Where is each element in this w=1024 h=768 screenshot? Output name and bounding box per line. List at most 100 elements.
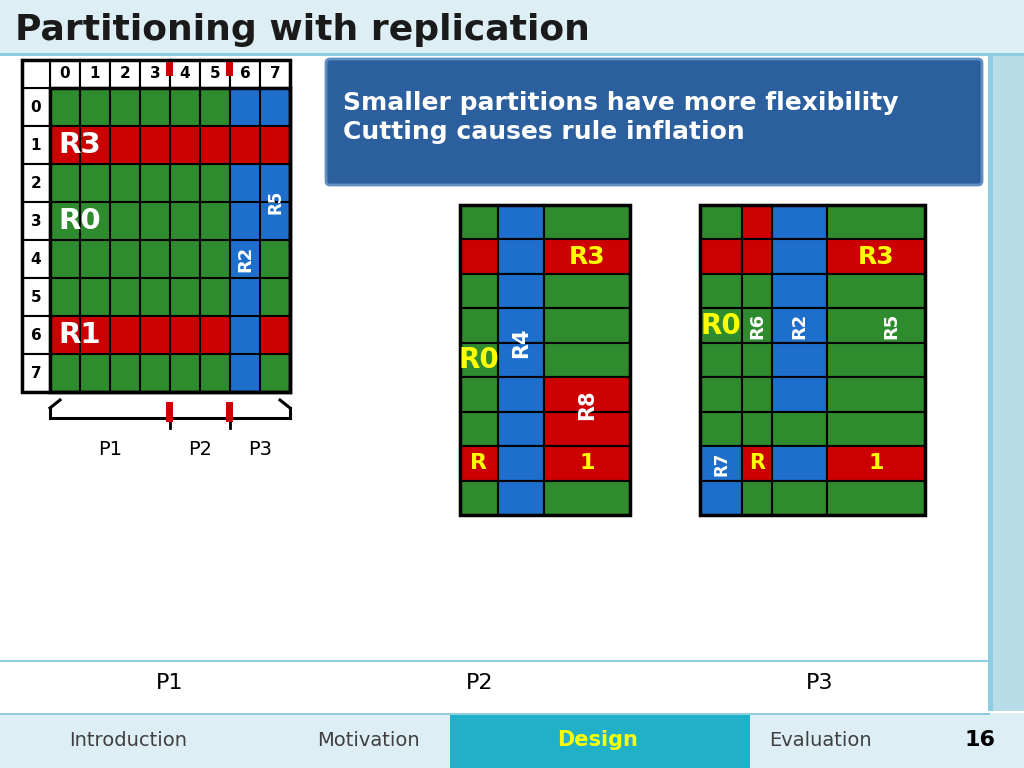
Bar: [50, 126, 290, 164]
Bar: [827, 412, 925, 446]
Bar: [22, 316, 50, 354]
Bar: [0, 660, 990, 662]
Bar: [742, 446, 772, 481]
Bar: [772, 240, 827, 274]
Bar: [827, 377, 925, 412]
Text: R: R: [470, 453, 487, 473]
Bar: [993, 56, 1024, 711]
Bar: [544, 240, 630, 274]
Bar: [460, 412, 498, 446]
Bar: [260, 240, 290, 316]
Bar: [460, 377, 498, 412]
Bar: [772, 481, 827, 515]
Bar: [22, 240, 50, 278]
Bar: [772, 343, 827, 377]
Bar: [460, 343, 498, 377]
Bar: [772, 412, 827, 446]
Bar: [110, 60, 140, 88]
Text: Evaluation: Evaluation: [769, 731, 871, 750]
Bar: [260, 316, 290, 354]
Text: P3: P3: [248, 440, 272, 459]
Text: R6: R6: [748, 313, 766, 339]
Text: R0: R0: [700, 312, 741, 339]
Bar: [742, 205, 772, 240]
Text: Introduction: Introduction: [69, 731, 187, 750]
Bar: [700, 481, 742, 515]
Bar: [742, 308, 772, 343]
Text: R5: R5: [882, 313, 900, 339]
Bar: [827, 481, 925, 515]
Bar: [544, 308, 630, 343]
Bar: [230, 60, 260, 88]
Text: 1: 1: [580, 453, 595, 473]
Text: R0: R0: [459, 346, 500, 374]
Bar: [170, 60, 200, 88]
Bar: [460, 446, 498, 481]
Bar: [22, 354, 50, 392]
Bar: [22, 88, 50, 126]
Bar: [544, 343, 630, 377]
Text: 1: 1: [868, 453, 884, 473]
Bar: [742, 274, 772, 308]
Text: 3: 3: [150, 67, 161, 81]
Bar: [22, 60, 50, 88]
Bar: [742, 343, 772, 377]
Bar: [742, 481, 772, 515]
Bar: [260, 164, 290, 240]
Text: 5: 5: [210, 67, 220, 81]
Bar: [0, 713, 1024, 768]
Bar: [544, 446, 630, 481]
Text: R: R: [749, 453, 765, 473]
Bar: [498, 240, 544, 274]
Text: R3: R3: [858, 245, 894, 269]
Bar: [80, 60, 110, 88]
Bar: [498, 481, 544, 515]
Bar: [166, 62, 173, 76]
Text: Smaller partitions have more flexibility: Smaller partitions have more flexibility: [343, 91, 898, 115]
Text: P1: P1: [98, 440, 122, 459]
Bar: [772, 274, 827, 308]
Text: R2: R2: [236, 246, 254, 272]
Bar: [230, 88, 290, 126]
Bar: [460, 240, 498, 274]
Text: 1: 1: [90, 67, 100, 81]
Bar: [498, 308, 544, 343]
Bar: [544, 412, 630, 446]
Bar: [22, 164, 50, 202]
Bar: [827, 205, 925, 240]
Bar: [50, 354, 230, 392]
Bar: [50, 88, 290, 392]
Bar: [140, 60, 170, 88]
Bar: [460, 274, 498, 308]
Text: Partitioning with replication: Partitioning with replication: [15, 13, 590, 47]
Bar: [460, 205, 498, 240]
Bar: [460, 481, 498, 515]
Bar: [742, 377, 772, 412]
Text: Cutting causes rule inflation: Cutting causes rule inflation: [343, 120, 744, 144]
Bar: [988, 56, 993, 711]
Bar: [700, 205, 925, 515]
FancyBboxPatch shape: [326, 59, 982, 185]
Text: 7: 7: [269, 67, 281, 81]
Bar: [50, 60, 80, 88]
Text: R4: R4: [511, 327, 531, 358]
Bar: [450, 715, 750, 768]
Bar: [260, 60, 290, 88]
Bar: [700, 205, 742, 240]
Bar: [22, 60, 290, 392]
Text: 5: 5: [31, 290, 41, 304]
Bar: [772, 377, 827, 412]
Text: Design: Design: [557, 730, 638, 750]
Bar: [200, 60, 230, 88]
Text: R7: R7: [712, 451, 730, 475]
Bar: [544, 377, 630, 412]
Text: 4: 4: [31, 251, 41, 266]
Bar: [827, 240, 925, 274]
Text: P2: P2: [188, 440, 212, 459]
Bar: [498, 205, 544, 240]
Text: R1: R1: [58, 321, 100, 349]
Bar: [827, 274, 925, 308]
Bar: [544, 205, 630, 240]
Text: 3: 3: [31, 214, 41, 229]
Text: P2: P2: [466, 673, 494, 693]
